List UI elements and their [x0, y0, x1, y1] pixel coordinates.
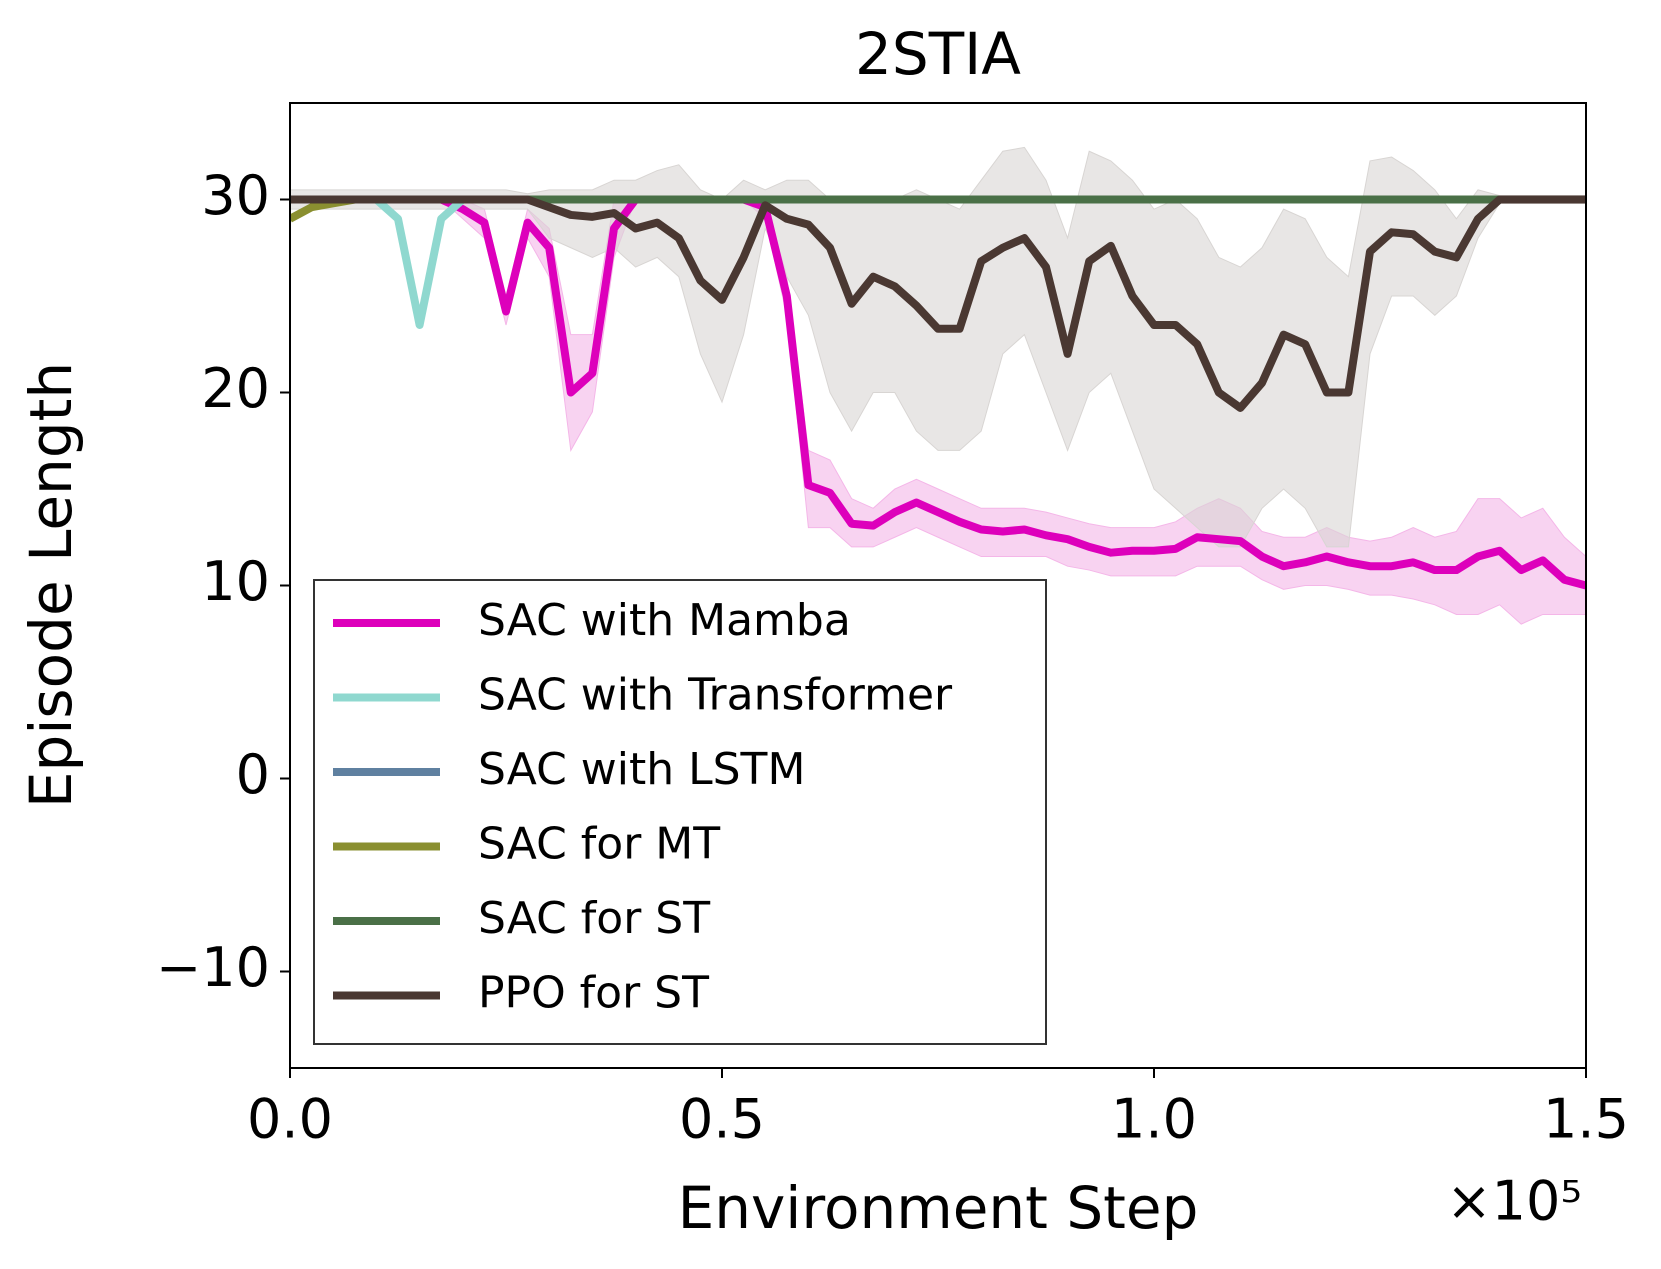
plot	[290, 146, 1586, 625]
x-tick-label: 0.5	[679, 1088, 765, 1151]
x-tick-label: 1.5	[1543, 1088, 1629, 1151]
plot-frame	[289, 102, 1587, 1069]
legend-box	[313, 579, 1047, 1045]
legend-label: SAC for MT	[478, 819, 720, 870]
legend-label: PPO for ST	[478, 968, 709, 1019]
legend-label: SAC with LSTM	[478, 744, 805, 795]
x-axis-label: Environment Step	[678, 1174, 1199, 1242]
y-tick-label: 30	[201, 164, 270, 227]
y-tick-label: 10	[201, 550, 270, 613]
legend-label: SAC with Mamba	[478, 595, 851, 646]
x-tick-label: 1.0	[1111, 1088, 1197, 1151]
y-axis-label: Episode Length	[17, 362, 85, 808]
series-line	[290, 195, 1586, 590]
chart-title: 2STIA	[855, 20, 1021, 88]
legend-label: SAC for ST	[478, 893, 710, 944]
x-offset-label: ×10⁵	[1446, 1170, 1582, 1233]
y-tick-label: −10	[156, 936, 270, 999]
series-line	[290, 195, 1586, 412]
y-tick-label: 0	[236, 743, 270, 806]
x-tick-label: 0.0	[247, 1088, 333, 1151]
y-tick-label: 20	[201, 357, 270, 420]
legend-label: SAC with Transformer	[478, 670, 953, 721]
